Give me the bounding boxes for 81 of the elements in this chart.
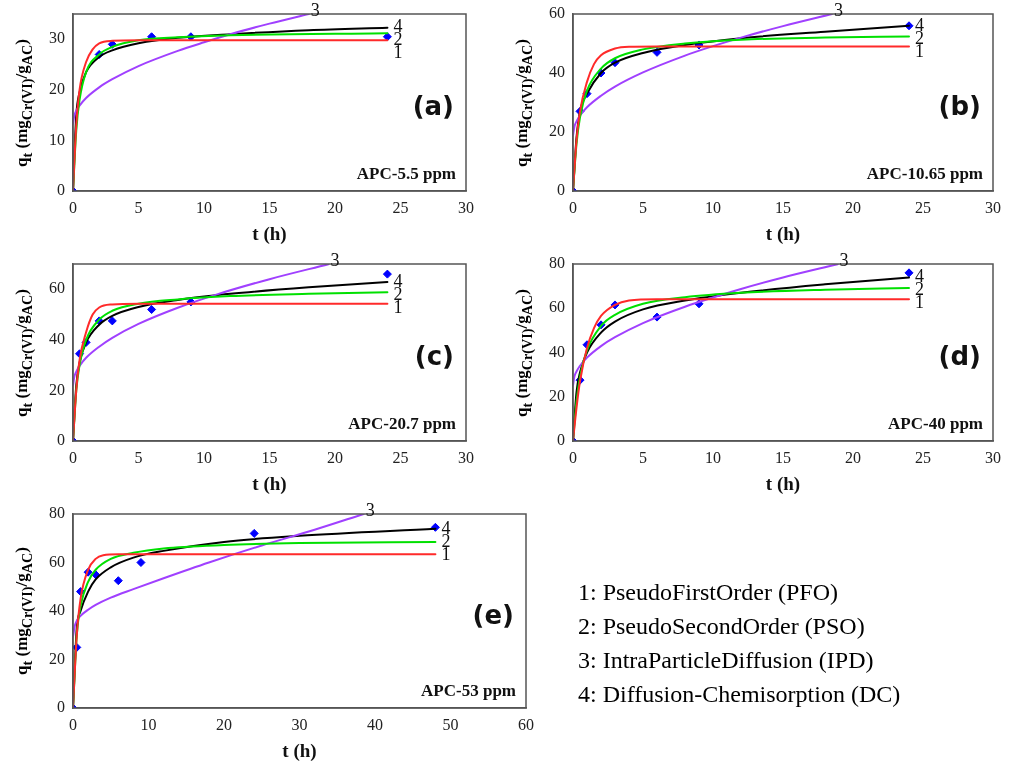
text: 4: Diffusion-Chemisorption (DC) bbox=[578, 680, 902, 709]
y-tick-label: 0 bbox=[57, 181, 65, 199]
annotation: APC-10.65 ppm bbox=[866, 163, 983, 183]
annotation: (e) bbox=[472, 599, 514, 630]
x-tick-label: 30 bbox=[291, 715, 308, 733]
x-tick-label: 15 bbox=[261, 198, 278, 216]
x-tick-label: 15 bbox=[775, 448, 791, 466]
x-tick-label: 25 bbox=[392, 198, 409, 216]
x-tick-label: 0 bbox=[569, 198, 577, 216]
y-tick-label: 40 bbox=[49, 330, 65, 348]
series-label: 3 bbox=[834, 0, 843, 20]
x-tick-label: 30 bbox=[985, 448, 1001, 466]
y-tick-label: 20 bbox=[549, 122, 565, 140]
x-axis-title: t (h) bbox=[282, 739, 317, 762]
annotation: (c) bbox=[414, 340, 454, 371]
y-tick-label: 20 bbox=[49, 80, 65, 98]
y-tick-label: 40 bbox=[549, 342, 565, 360]
y-tick-label: 40 bbox=[549, 63, 565, 81]
series-label: 3 bbox=[365, 499, 375, 520]
x-tick-label: 10 bbox=[196, 448, 212, 466]
x-tick-label: 0 bbox=[69, 448, 77, 466]
text: 1: PseudoFirstOrder (PFO) bbox=[578, 578, 839, 607]
x-axis-title: t (h) bbox=[765, 222, 801, 245]
x-tick-label: 25 bbox=[915, 198, 931, 216]
series-label: 3 bbox=[330, 249, 340, 270]
text: 3: IntraParticleDiffusion (IPD) bbox=[578, 646, 875, 675]
y-tick-label: 60 bbox=[549, 4, 565, 22]
x-tick-label: 10 bbox=[140, 715, 157, 733]
annotation: (d) bbox=[938, 340, 981, 371]
y-tick-label: 80 bbox=[549, 254, 565, 272]
x-axis-title: t (h) bbox=[252, 222, 287, 245]
y-tick-label: 20 bbox=[49, 649, 65, 667]
x-tick-label: 50 bbox=[442, 715, 459, 733]
x-tick-label: 15 bbox=[261, 448, 278, 466]
x-tick-label: 5 bbox=[134, 448, 143, 466]
x-tick-label: 30 bbox=[458, 448, 474, 466]
x-axis-title: t (h) bbox=[252, 472, 287, 495]
text: 2: PseudoSecondOrder (PSO) bbox=[578, 612, 866, 641]
y-tick-label: 20 bbox=[549, 386, 565, 404]
x-axis-title: t (h) bbox=[765, 472, 801, 495]
y-tick-label: 80 bbox=[49, 504, 65, 522]
y-tick-label: 0 bbox=[57, 431, 65, 449]
x-tick-label: 5 bbox=[639, 198, 647, 216]
y-tick-label: 0 bbox=[57, 698, 65, 716]
x-tick-label: 30 bbox=[458, 198, 474, 216]
x-tick-label: 10 bbox=[196, 198, 212, 216]
y-tick-label: 60 bbox=[49, 552, 65, 570]
y-tick-label: 60 bbox=[549, 298, 565, 316]
y-tick-label: 10 bbox=[49, 130, 65, 148]
y-tick-label: 30 bbox=[49, 29, 65, 47]
annotation: APC-20.7 ppm bbox=[348, 413, 456, 433]
annotation: APC-53 ppm bbox=[421, 680, 516, 700]
x-tick-label: 25 bbox=[392, 448, 409, 466]
y-tick-label: 40 bbox=[49, 601, 65, 619]
annotation: APC-40 ppm bbox=[888, 413, 983, 433]
annotation: APC-5.5 ppm bbox=[356, 163, 456, 183]
x-tick-label: 0 bbox=[569, 448, 577, 466]
x-tick-label: 0 bbox=[69, 198, 77, 216]
x-tick-label: 5 bbox=[639, 448, 647, 466]
x-tick-label: 20 bbox=[845, 198, 861, 216]
x-tick-label: 10 bbox=[705, 448, 721, 466]
x-tick-label: 40 bbox=[367, 715, 383, 733]
y-tick-label: 60 bbox=[49, 279, 65, 297]
annotation: (a) bbox=[412, 90, 454, 121]
x-tick-label: 0 bbox=[69, 715, 77, 733]
x-tick-label: 30 bbox=[985, 198, 1001, 216]
x-tick-label: 10 bbox=[705, 198, 721, 216]
x-tick-label: 5 bbox=[134, 198, 143, 216]
series-label: 3 bbox=[839, 249, 849, 270]
x-tick-label: 25 bbox=[915, 448, 931, 466]
x-tick-label: 20 bbox=[327, 448, 343, 466]
x-tick-label: 20 bbox=[327, 198, 343, 216]
y-tick-label: 0 bbox=[557, 431, 565, 449]
x-tick-label: 15 bbox=[775, 198, 791, 216]
y-tick-label: 0 bbox=[557, 181, 565, 199]
x-tick-label: 20 bbox=[845, 448, 861, 466]
x-tick-label: 20 bbox=[216, 715, 232, 733]
annotation: (b) bbox=[938, 90, 981, 121]
series-label: 3 bbox=[310, 0, 320, 20]
y-tick-label: 20 bbox=[49, 380, 65, 398]
x-tick-label: 60 bbox=[518, 715, 534, 733]
